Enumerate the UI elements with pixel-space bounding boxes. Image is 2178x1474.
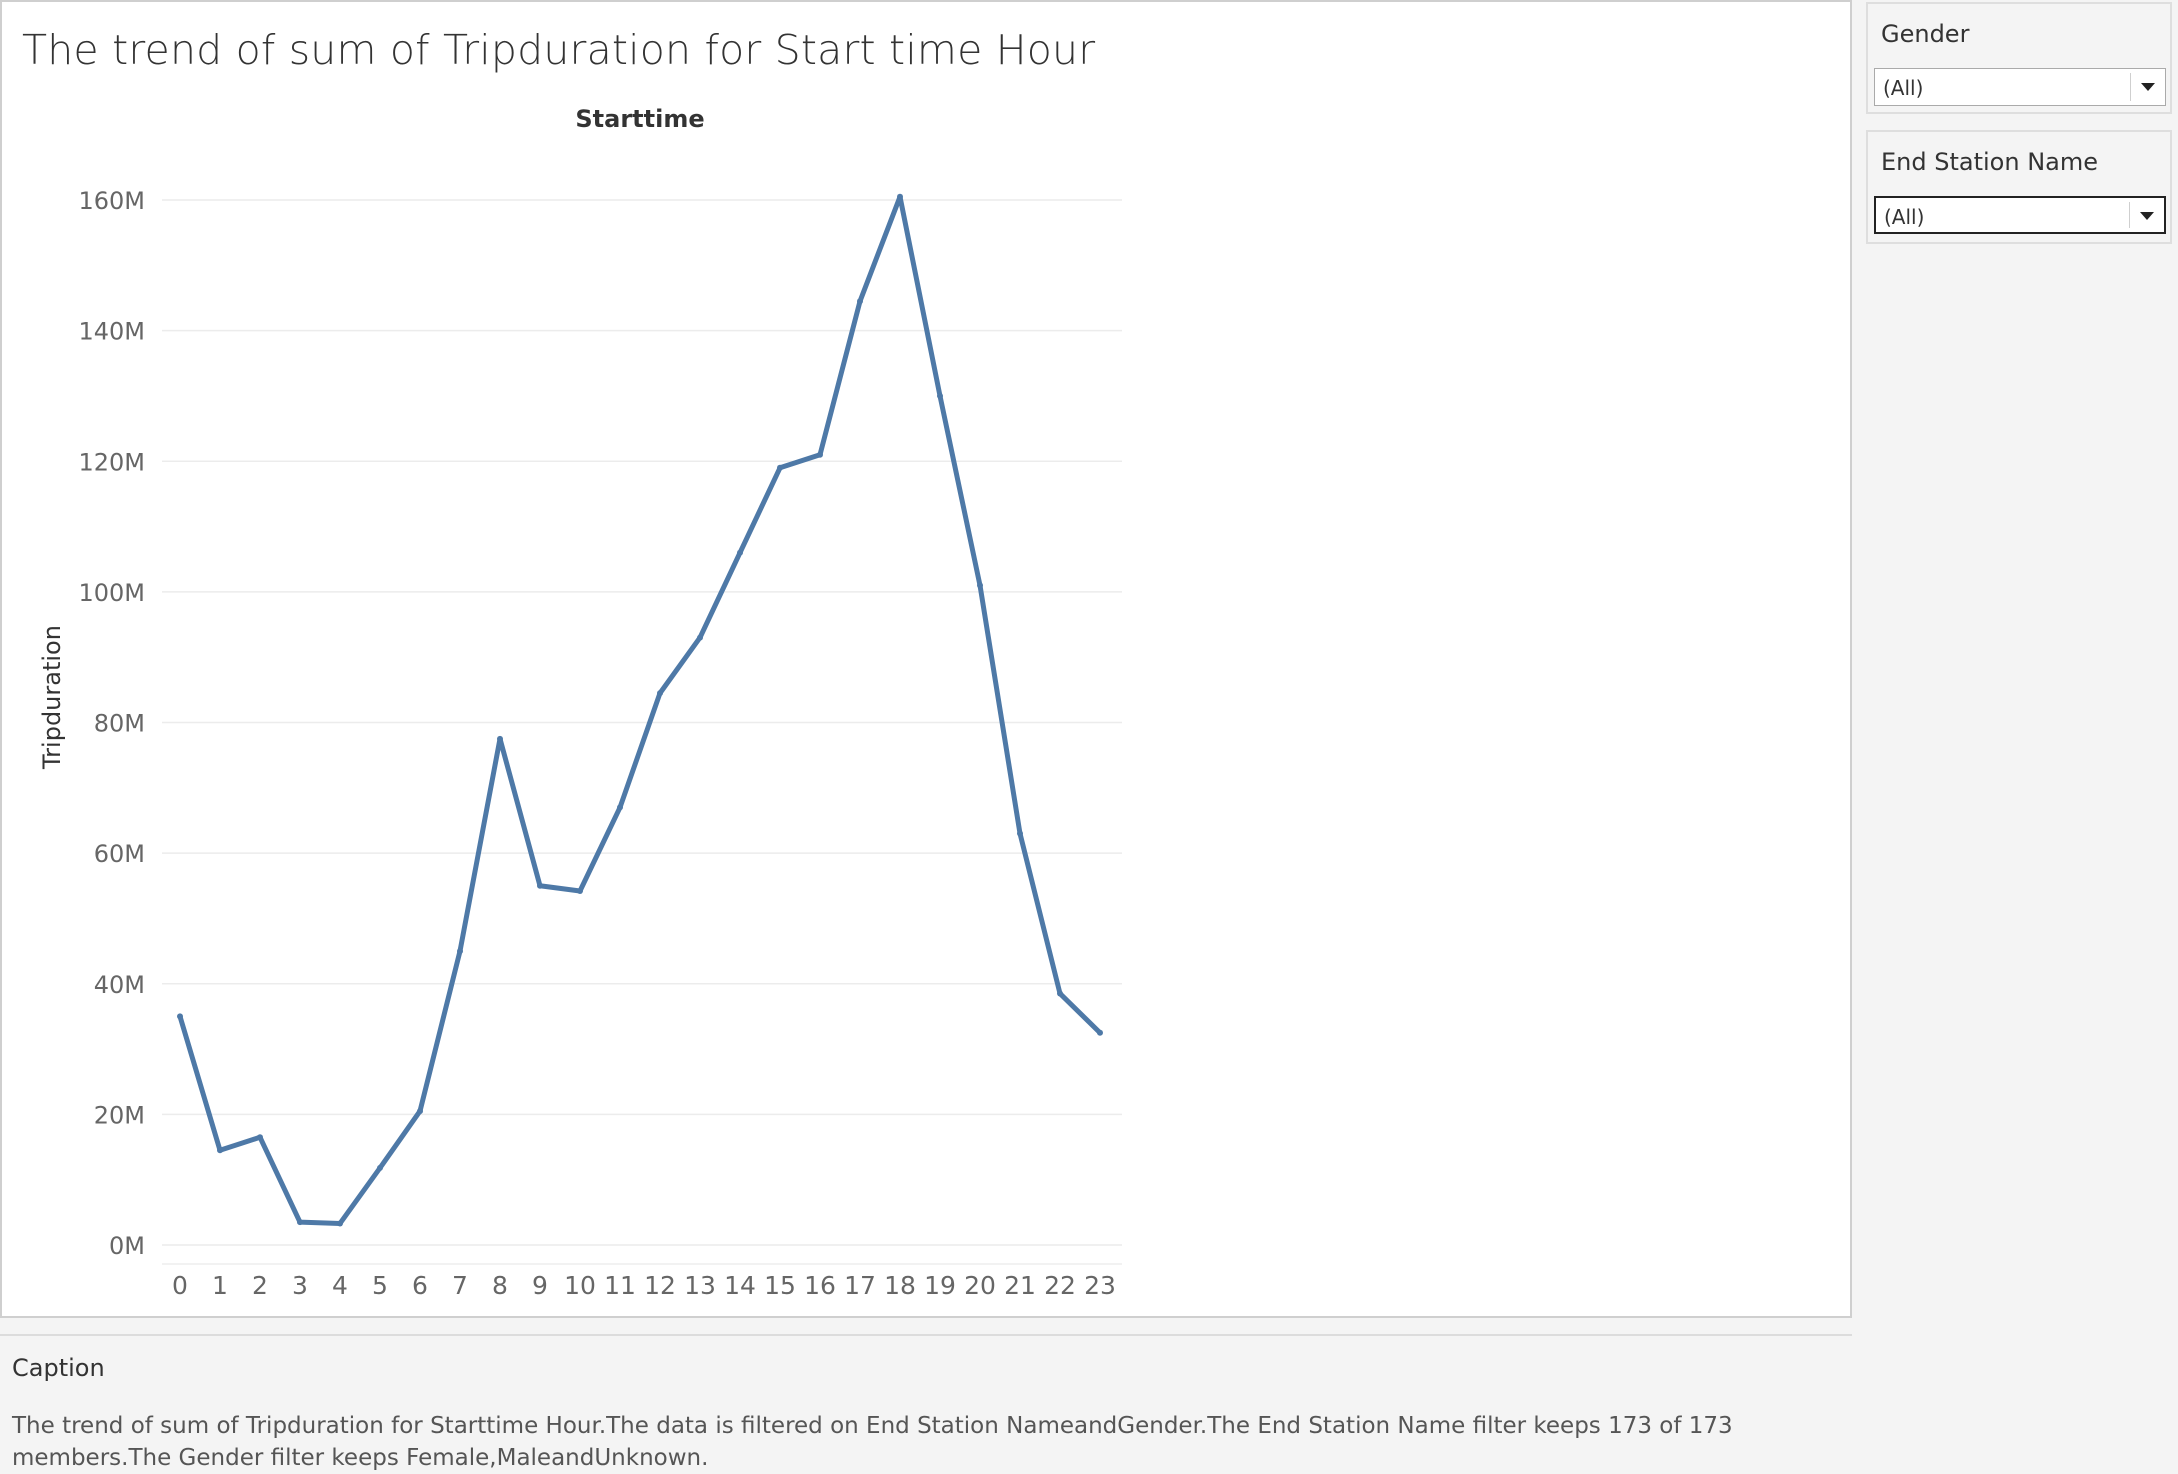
dropdown-divider <box>2130 73 2131 101</box>
x-tick-label: 9 <box>532 1271 548 1300</box>
x-tick-label: 14 <box>724 1271 756 1300</box>
data-point[interactable] <box>217 1147 223 1154</box>
data-point[interactable] <box>937 392 943 399</box>
data-point[interactable] <box>857 298 863 305</box>
data-point[interactable] <box>1057 990 1063 997</box>
x-tick-label: 8 <box>492 1271 508 1300</box>
x-tick-label: 7 <box>452 1271 468 1300</box>
data-point[interactable] <box>1017 830 1023 837</box>
series-line[interactable] <box>177 194 1103 1226</box>
end-station-filter-dropdown[interactable]: (All) <box>1874 196 2166 234</box>
x-tick-label: 16 <box>804 1271 836 1300</box>
data-point[interactable] <box>457 948 463 955</box>
x-tick-label: 13 <box>684 1271 716 1300</box>
dropdown-divider <box>2129 202 2130 228</box>
x-tick-label: 22 <box>1044 1271 1076 1300</box>
data-point[interactable] <box>417 1108 423 1115</box>
y-tick-label: 140M <box>78 318 145 346</box>
x-tick-label: 1 <box>212 1271 228 1300</box>
data-point[interactable] <box>617 804 623 811</box>
x-tick-label: 15 <box>764 1271 796 1300</box>
x-axis-title: Starttime <box>575 105 704 133</box>
gender-filter-title: Gender <box>1881 20 1970 48</box>
x-tick-label: 3 <box>292 1271 308 1300</box>
caption-title: Caption <box>12 1354 105 1382</box>
x-tick-label: 21 <box>1004 1271 1036 1300</box>
data-point[interactable] <box>497 735 503 742</box>
y-tick-label: 60M <box>94 840 145 868</box>
worksheet-view: The trend of sum of Tripduration for Sta… <box>0 0 1852 1318</box>
data-point[interactable] <box>737 549 743 556</box>
data-point[interactable] <box>657 690 663 697</box>
caption-panel: Caption The trend of sum of Tripduration… <box>0 1334 1852 1471</box>
data-point[interactable] <box>297 1219 303 1226</box>
data-point[interactable] <box>697 634 703 641</box>
data-point[interactable] <box>1097 1029 1103 1036</box>
gender-filter-value: (All) <box>1883 76 1924 100</box>
x-tick-label: 6 <box>412 1271 428 1300</box>
data-point[interactable] <box>177 1013 183 1020</box>
data-point[interactable] <box>817 451 823 458</box>
data-point[interactable] <box>377 1164 383 1171</box>
y-tick-label: 80M <box>94 710 145 738</box>
x-tick-label: 0 <box>172 1271 188 1300</box>
data-point[interactable] <box>257 1134 263 1141</box>
y-tick-label: 0M <box>109 1232 145 1260</box>
x-tick-label: 12 <box>644 1271 676 1300</box>
chart-title: The trend of sum of Tripduration for Sta… <box>22 26 1096 74</box>
data-point[interactable] <box>897 193 903 200</box>
caption-text: The trend of sum of Tripduration for Sta… <box>12 1413 1733 1471</box>
y-tick-label: 100M <box>78 579 145 607</box>
x-tick-label: 5 <box>372 1271 388 1300</box>
data-point[interactable] <box>777 464 783 471</box>
data-point[interactable] <box>577 888 583 895</box>
data-point[interactable] <box>977 582 983 589</box>
x-tick-label: 10 <box>564 1271 596 1300</box>
x-tick-label: 11 <box>604 1271 636 1300</box>
gender-filter-dropdown[interactable]: (All) <box>1874 68 2166 106</box>
chevron-down-icon[interactable] <box>2141 83 2155 91</box>
end-station-filter-card: End Station Name (All) <box>1866 130 2172 244</box>
y-tick-label: 20M <box>94 1101 145 1129</box>
end-station-filter-title: End Station Name <box>1881 148 2098 176</box>
x-tick-label: 17 <box>844 1271 876 1300</box>
data-point[interactable] <box>337 1220 343 1227</box>
x-tick-label: 2 <box>252 1271 268 1300</box>
x-tick-label: 20 <box>964 1271 996 1300</box>
x-tick-label: 4 <box>332 1271 348 1300</box>
y-tick-label: 40M <box>94 971 145 999</box>
gender-filter-card: Gender (All) <box>1866 2 2172 114</box>
y-tick-label: 160M <box>78 187 145 215</box>
y-tick-label: 120M <box>78 448 145 476</box>
y-axis-title: Tripduration <box>38 625 66 770</box>
end-station-filter-value: (All) <box>1884 205 1925 229</box>
x-tick-label: 19 <box>924 1271 956 1300</box>
data-point[interactable] <box>537 882 543 889</box>
x-tick-label: 23 <box>1084 1271 1116 1300</box>
x-tick-label: 18 <box>884 1271 916 1300</box>
chevron-down-icon[interactable] <box>2140 212 2154 220</box>
